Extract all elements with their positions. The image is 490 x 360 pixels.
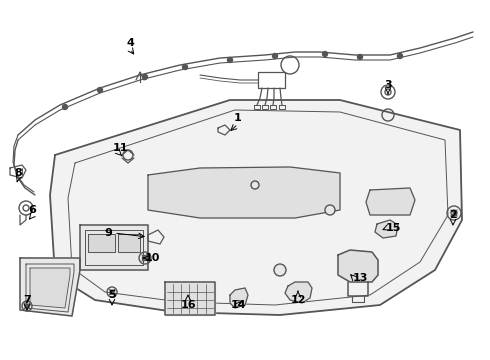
Polygon shape: [20, 258, 80, 316]
Polygon shape: [338, 250, 378, 282]
Circle shape: [322, 51, 327, 57]
Text: 16: 16: [180, 300, 196, 310]
Polygon shape: [148, 167, 340, 218]
Polygon shape: [366, 188, 415, 215]
Polygon shape: [30, 268, 70, 308]
Circle shape: [25, 304, 29, 308]
Circle shape: [182, 64, 188, 69]
Text: 7: 7: [23, 295, 31, 305]
Text: 10: 10: [145, 253, 160, 263]
Text: 8: 8: [14, 168, 22, 178]
Circle shape: [358, 54, 363, 59]
Polygon shape: [50, 100, 462, 315]
Text: 9: 9: [104, 228, 112, 238]
Circle shape: [251, 181, 259, 189]
Circle shape: [63, 104, 68, 109]
Text: 12: 12: [290, 295, 306, 305]
Text: 11: 11: [112, 143, 128, 153]
Text: 14: 14: [230, 300, 246, 310]
Polygon shape: [375, 220, 398, 238]
Polygon shape: [165, 282, 215, 315]
Text: 6: 6: [28, 205, 36, 215]
Circle shape: [98, 87, 102, 93]
Circle shape: [110, 290, 114, 294]
Text: 3: 3: [384, 80, 392, 90]
Text: 15: 15: [385, 223, 401, 233]
Polygon shape: [80, 225, 148, 270]
Circle shape: [227, 58, 232, 63]
Text: 5: 5: [108, 290, 116, 300]
Text: 1: 1: [234, 113, 242, 123]
Circle shape: [143, 75, 147, 80]
Polygon shape: [285, 282, 312, 303]
Text: 4: 4: [126, 38, 134, 48]
Polygon shape: [118, 234, 140, 252]
Polygon shape: [230, 288, 248, 308]
Circle shape: [397, 54, 402, 58]
Circle shape: [325, 205, 335, 215]
Circle shape: [143, 256, 147, 261]
Circle shape: [272, 54, 277, 58]
Polygon shape: [88, 234, 115, 252]
Circle shape: [274, 264, 286, 276]
Text: 2: 2: [449, 210, 457, 220]
Text: 13: 13: [352, 273, 368, 283]
